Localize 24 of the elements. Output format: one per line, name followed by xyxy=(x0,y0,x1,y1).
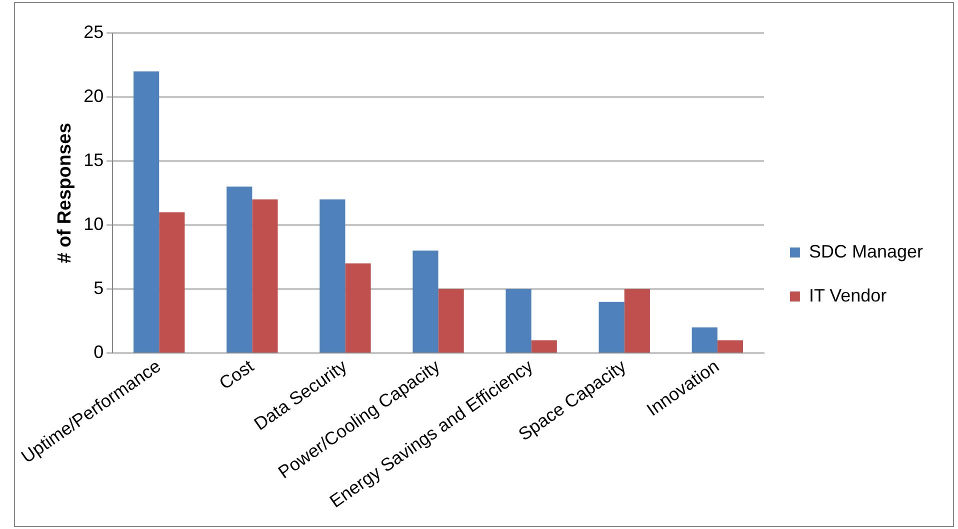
bar xyxy=(134,71,160,353)
bar xyxy=(159,212,185,353)
y-tick-label: 20 xyxy=(84,86,104,106)
bar xyxy=(624,289,650,353)
bar xyxy=(252,199,278,353)
legend-label: IT Vendor xyxy=(808,285,887,306)
bar xyxy=(692,327,718,353)
y-tick-label: 10 xyxy=(84,214,104,234)
y-tick-label: 5 xyxy=(94,278,104,298)
bar xyxy=(717,340,744,353)
bar xyxy=(320,199,346,353)
bar xyxy=(598,302,624,353)
bar xyxy=(412,250,438,353)
legend-label: SDC Manager xyxy=(808,241,924,262)
bar xyxy=(506,289,532,353)
bar xyxy=(226,186,252,353)
x-tick-label: Cost xyxy=(216,356,258,394)
y-axis-title: # of Responses xyxy=(54,122,76,264)
bar xyxy=(531,340,557,353)
bar xyxy=(438,289,464,353)
y-tick-label: 0 xyxy=(94,342,104,362)
y-tick-label: 25 xyxy=(84,22,104,42)
bar xyxy=(345,263,371,353)
y-tick-label: 15 xyxy=(84,150,104,170)
